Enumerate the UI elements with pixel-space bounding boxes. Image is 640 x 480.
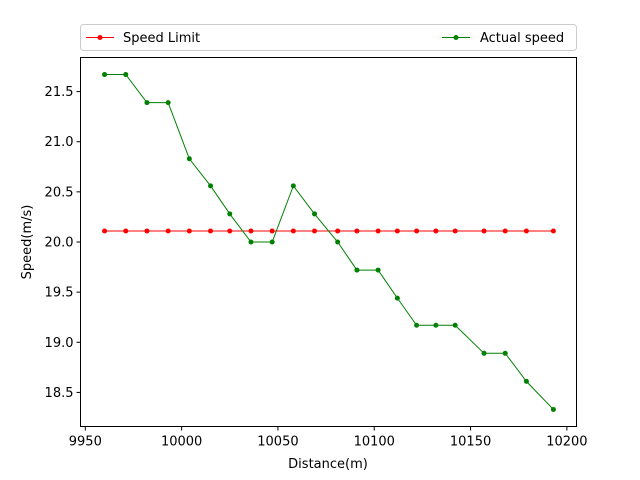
series-layer: [102, 72, 556, 412]
data-point-actual-speed: [144, 100, 150, 106]
data-point-actual-speed: [208, 183, 214, 189]
data-point-actual-speed: [414, 322, 420, 328]
x-tick-label: 10200: [546, 435, 587, 450]
data-point-speed-limit: [502, 228, 508, 234]
y-tick-label: 19.5: [45, 286, 74, 301]
data-point-speed-limit: [144, 228, 150, 234]
data-point-actual-speed: [227, 211, 233, 217]
y-tick-label: 20.0: [45, 236, 74, 251]
x-axis-ticks: 9950 10000 10050 10100 10150 10200: [69, 426, 588, 450]
data-point-actual-speed: [394, 295, 400, 301]
data-point-speed-limit: [414, 228, 420, 234]
plot-area: 9950 10000 10050 10100 10150 10200 18.5 19.0 19…: [45, 57, 588, 450]
data-point-actual-speed: [335, 239, 341, 245]
x-tick-label: 10050: [257, 435, 298, 450]
data-point-speed-limit: [269, 228, 275, 234]
series-actual-speed: [102, 72, 556, 412]
y-tick-label: 19.0: [45, 336, 74, 351]
data-point-actual-speed: [123, 72, 129, 78]
x-tick-label: 10000: [161, 435, 202, 450]
x-axis-label: Distance(m): [288, 457, 368, 472]
y-axis-label: Speed(m/s): [20, 205, 35, 280]
data-point-actual-speed: [290, 183, 296, 189]
legend-actual-speed-label: Actual speed: [480, 31, 564, 46]
y-tick-label: 20.5: [45, 185, 74, 200]
data-point-speed-limit: [227, 228, 233, 234]
data-point-speed-limit: [165, 228, 171, 234]
data-point-speed-limit: [290, 228, 296, 234]
y-tick-label: 18.5: [45, 386, 74, 401]
legend: Speed Limit Actual speed: [80, 24, 577, 51]
x-tick-label: 9950: [69, 435, 102, 450]
data-point-actual-speed: [269, 239, 275, 245]
legend-frame: [80, 24, 577, 51]
legend-speed-limit-label: Speed Limit: [123, 31, 200, 46]
data-point-speed-limit: [375, 228, 381, 234]
axes-frame: [80, 57, 577, 427]
x-tick-label: 10100: [354, 435, 395, 450]
data-point-actual-speed: [354, 267, 360, 273]
series-speed-limit: [102, 228, 556, 234]
data-point-speed-limit: [481, 228, 487, 234]
data-point-speed-limit: [452, 228, 458, 234]
data-point-actual-speed: [248, 239, 254, 245]
data-point-speed-limit: [208, 228, 214, 234]
y-tick-label: 21.5: [45, 85, 74, 100]
data-point-speed-limit: [394, 228, 400, 234]
data-point-actual-speed: [481, 350, 487, 356]
data-point-actual-speed: [312, 211, 318, 217]
data-point-actual-speed: [433, 322, 439, 328]
data-point-speed-limit: [312, 228, 318, 234]
data-point-actual-speed: [375, 267, 381, 273]
data-point-speed-limit: [102, 228, 108, 234]
data-point-speed-limit: [335, 228, 341, 234]
legend-actual-speed-marker: [453, 35, 459, 40]
data-point-actual-speed: [502, 350, 508, 356]
series-line-actual-speed: [104, 74, 554, 410]
data-point-speed-limit: [123, 228, 129, 234]
data-point-speed-limit: [523, 228, 529, 234]
y-axis-ticks: 18.5 19.0 19.5 20.0 20.5 21.0 21.5: [45, 85, 81, 401]
data-point-actual-speed: [102, 72, 108, 78]
data-point-actual-speed: [550, 406, 556, 412]
data-point-actual-speed: [186, 156, 192, 162]
legend-speed-limit-marker: [97, 35, 103, 40]
data-point-speed-limit: [433, 228, 439, 234]
y-tick-label: 21.0: [45, 135, 74, 150]
data-point-actual-speed: [452, 322, 458, 328]
data-point-speed-limit: [186, 228, 192, 234]
data-point-speed-limit: [550, 228, 556, 234]
data-point-speed-limit: [248, 228, 254, 234]
x-tick-label: 10150: [450, 435, 491, 450]
data-point-actual-speed: [165, 100, 171, 106]
data-point-speed-limit: [354, 228, 360, 234]
data-point-actual-speed: [523, 378, 529, 384]
